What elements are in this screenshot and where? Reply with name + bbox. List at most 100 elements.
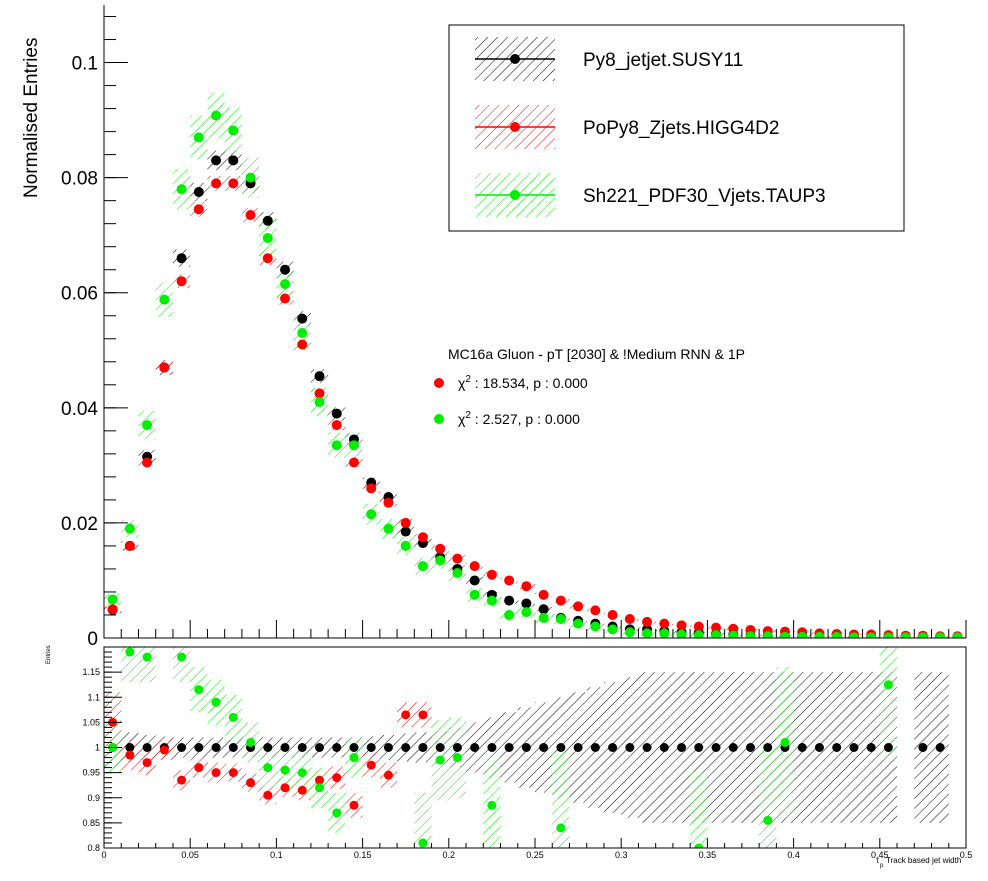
- main-point-popy8-zjets-higg4d2-31: [642, 616, 653, 627]
- main-point-popy8-zjets-higg4d2-36: [728, 623, 739, 634]
- ratio-point-py8-jetjet-susy11-19: [435, 743, 445, 752]
- main-point-sh221-pdf30-vjets-taup3-35: [711, 630, 722, 638]
- main-point-sh221-pdf30-vjets-taup3-42: [831, 631, 842, 638]
- main-panel: 0 0.02 0.04 0.06 0.08 0.1 Normalised Entries: [21, 5, 967, 650]
- main-point-sh221-pdf30-vjets-taup3-27: [573, 618, 584, 629]
- ratio-band-sh221-pdf30-vjets-taup3-34: [690, 772, 708, 848]
- ratio-point-py8-jetjet-susy11-15: [366, 743, 376, 752]
- ratio-x-tick-label: 0.35: [699, 850, 717, 860]
- ratio-data-points: [108, 647, 945, 848]
- main-point-sh221-pdf30-vjets-taup3-41: [814, 631, 825, 638]
- ratio-x-tick-label: 0.15: [354, 850, 372, 860]
- ratio-point-sh221-pdf30-vjets-taup3-39: [780, 737, 790, 747]
- main-y-axis-title: Normalised Entries: [21, 38, 42, 199]
- ratio-point-py8-jetjet-susy11-9: [263, 743, 273, 752]
- ratio-x-tick-label: 0.05: [181, 850, 199, 860]
- main-point-py8-jetjet-susy11-12: [314, 371, 325, 382]
- x-axis-title-subscript: p: [880, 863, 884, 869]
- legend-swatch-marker-py8-jetjet-susy11: [510, 54, 520, 64]
- ratio-point-py8-jetjet-susy11-16: [383, 743, 393, 752]
- ratio-x-tick-label: 0: [101, 850, 106, 860]
- main-point-sh221-pdf30-vjets-taup3-11: [297, 328, 308, 339]
- main-point-sh221-pdf30-vjets-taup3-21: [469, 589, 480, 600]
- main-point-py8-jetjet-susy11-21: [469, 575, 480, 586]
- stat-marker-1: [434, 414, 444, 424]
- main-point-popy8-zjets-higg4d2-17: [400, 517, 411, 528]
- main-point-sh221-pdf30-vjets-taup3-13: [331, 440, 342, 451]
- ratio-x-tick-label: 0.1: [270, 850, 283, 860]
- main-point-sh221-pdf30-vjets-taup3-38: [762, 631, 773, 638]
- main-y-tick-label: 0.06: [61, 284, 98, 305]
- ratio-y-tick-label: 1: [95, 743, 100, 753]
- ratio-point-sh221-pdf30-vjets-taup3-5: [194, 685, 204, 695]
- main-point-popy8-zjets-higg4d2-23: [504, 575, 515, 586]
- main-point-popy8-zjets-higg4d2-24: [521, 581, 532, 592]
- main-point-sh221-pdf30-vjets-taup3-18: [417, 561, 428, 572]
- ratio-point-py8-jetjet-susy11-7: [228, 743, 238, 752]
- ratio-point-py8-jetjet-susy11-41: [814, 743, 824, 752]
- main-point-sh221-pdf30-vjets-taup3-6: [211, 110, 222, 121]
- main-point-sh221-pdf30-vjets-taup3-32: [659, 628, 670, 638]
- main-point-sh221-pdf30-vjets-taup3-29: [607, 624, 618, 635]
- ratio-point-popy8-zjets-higg4d2-12: [315, 775, 324, 785]
- ratio-point-popy8-zjets-higg4d2-10: [280, 783, 290, 793]
- ratio-point-popy8-zjets-higg4d2-6: [211, 768, 221, 778]
- ratio-point-py8-jetjet-susy11-45: [883, 743, 893, 752]
- main-point-popy8-zjets-higg4d2-16: [383, 497, 394, 508]
- main-point-sh221-pdf30-vjets-taup3-28: [590, 621, 601, 632]
- stat-line-0: χ2 : 18.534, p : 0.000: [458, 374, 588, 391]
- main-point-sh221-pdf30-vjets-taup3-45: [883, 632, 894, 638]
- main-point-sh221-pdf30-vjets-taup3-22: [486, 595, 497, 606]
- ratio-y-tick-label: 1.1: [87, 692, 100, 702]
- main-point-py8-jetjet-susy11-7: [228, 155, 239, 166]
- ratio-point-py8-jetjet-susy11-22: [487, 743, 497, 752]
- main-point-popy8-zjets-higg4d2-0: [107, 604, 118, 615]
- ratio-point-sh221-pdf30-vjets-taup3-6: [211, 697, 221, 707]
- stat-marker-0: [434, 378, 444, 388]
- main-point-sh221-pdf30-vjets-taup3-26: [555, 614, 566, 625]
- main-point-py8-jetjet-susy11-4: [176, 253, 187, 264]
- ratio-band-sh221-pdf30-vjets-taup3-38: [759, 744, 777, 848]
- x-axis-title: τ p Track based jet width: [876, 856, 961, 869]
- ratio-point-py8-jetjet-susy11-2: [142, 743, 152, 752]
- ratio-point-sh221-pdf30-vjets-taup3-14: [349, 753, 359, 763]
- main-point-popy8-zjets-higg4d2-12: [314, 388, 325, 399]
- main-point-sh221-pdf30-vjets-taup3-1: [124, 523, 135, 534]
- main-point-sh221-pdf30-vjets-taup3-17: [400, 540, 411, 551]
- ratio-point-py8-jetjet-susy11-23: [504, 743, 514, 752]
- ratio-point-py8-jetjet-susy11-34: [694, 743, 704, 752]
- main-axes: 0 0.02 0.04 0.06 0.08 0.1: [61, 5, 967, 650]
- main-point-sh221-pdf30-vjets-taup3-37: [745, 631, 756, 638]
- main-y-tick-label: 0.02: [61, 514, 98, 535]
- ratio-point-py8-jetjet-susy11-25: [539, 743, 549, 752]
- ratio-point-py8-jetjet-susy11-20: [452, 743, 462, 752]
- main-point-sh221-pdf30-vjets-taup3-47: [917, 632, 928, 638]
- ratio-x-tick-label: 0.25: [526, 850, 544, 860]
- ratio-panel: 0.8 0.85 0.9 0.95 1 1.05 1.1 1.15 0 0.05 0.1 0.15 0.…: [46, 645, 972, 869]
- main-point-sh221-pdf30-vjets-taup3-2: [142, 420, 153, 431]
- ratio-point-py8-jetjet-susy11-24: [521, 743, 531, 752]
- ratio-y-tick-label: 0.95: [82, 768, 100, 778]
- main-point-sh221-pdf30-vjets-taup3-25: [538, 612, 549, 623]
- main-point-popy8-zjets-higg4d2-13: [331, 420, 342, 431]
- ratio-axes: 0.8 0.85 0.9 0.95 1 1.05 1.1 1.15 0 0.05 0.1 0.15 0.…: [82, 646, 972, 860]
- main-point-sh221-pdf30-vjets-taup3-7: [228, 125, 239, 136]
- main-point-py8-jetjet-susy11-24: [521, 598, 532, 609]
- ratio-y-tick-label: 0.8: [87, 843, 100, 853]
- main-point-popy8-zjets-higg4d2-26: [555, 595, 566, 606]
- main-point-popy8-zjets-higg4d2-18: [417, 532, 428, 543]
- ratio-x-tick-label: 0.2: [443, 850, 456, 860]
- main-point-popy8-zjets-higg4d2-25: [538, 589, 549, 600]
- ratio-point-popy8-zjets-higg4d2-18: [418, 710, 428, 720]
- ratio-point-popy8-zjets-higg4d2-7: [228, 768, 238, 778]
- main-point-popy8-zjets-higg4d2-11: [297, 339, 308, 350]
- main-point-popy8-zjets-higg4d2-9: [262, 253, 273, 264]
- ratio-band-sh221-pdf30-vjets-taup3-26: [552, 752, 570, 848]
- ratio-point-py8-jetjet-susy11-32: [659, 743, 669, 752]
- ratio-point-popy8-zjets-higg4d2-15: [366, 760, 376, 770]
- main-point-sh221-pdf30-vjets-taup3-15: [366, 509, 377, 520]
- main-point-sh221-pdf30-vjets-taup3-46: [900, 632, 911, 638]
- ratio-point-py8-jetjet-susy11-5: [194, 743, 204, 752]
- main-point-sh221-pdf30-vjets-taup3-49: [952, 632, 963, 638]
